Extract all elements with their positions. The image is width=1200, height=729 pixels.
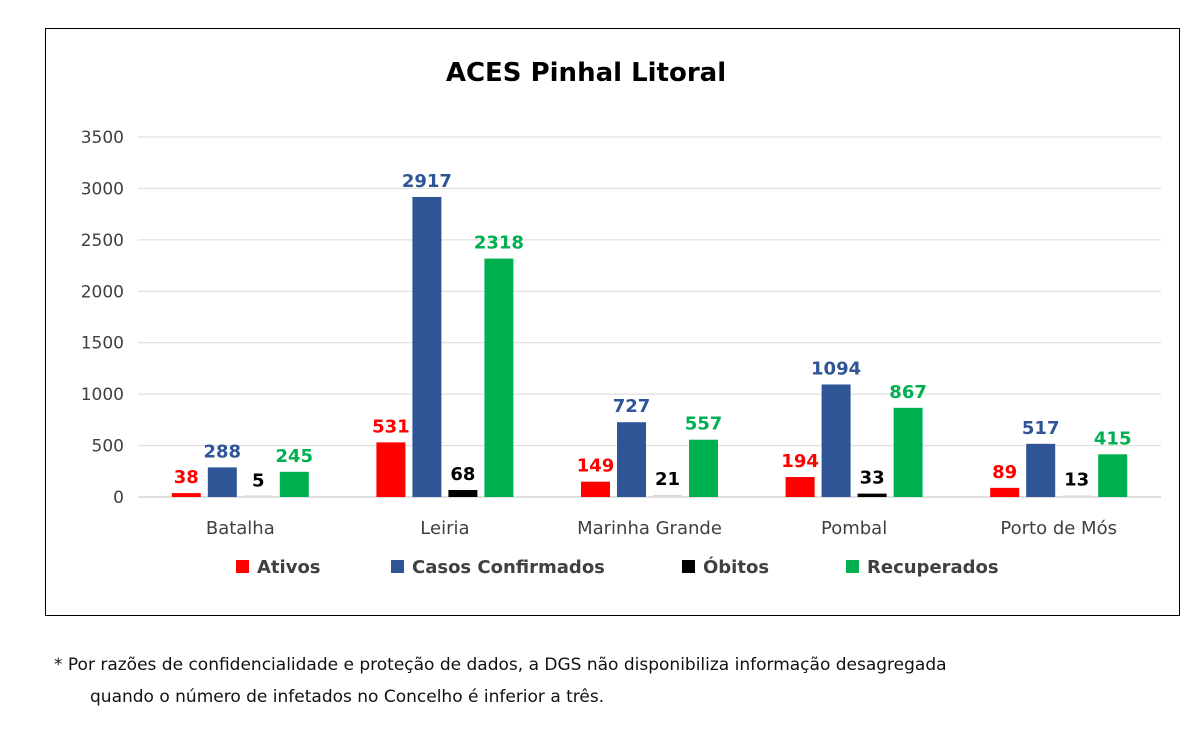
bar — [412, 196, 442, 498]
y-tick-label: 500 — [92, 437, 124, 457]
legend-swatch — [391, 560, 404, 573]
x-tick-label: Marinha Grande — [577, 518, 722, 539]
data-label: 557 — [685, 414, 723, 435]
bar — [171, 493, 201, 497]
bar — [279, 471, 309, 497]
legend-label: Ativos — [257, 557, 321, 578]
y-tick-label: 2500 — [81, 231, 124, 251]
legend-swatch — [846, 560, 859, 573]
legend-swatch — [236, 560, 249, 573]
footnote-line-1: * Por razões de confidencialidade e prot… — [54, 655, 947, 675]
data-label: 245 — [276, 446, 314, 467]
bar — [1098, 454, 1128, 497]
bar — [821, 384, 851, 497]
legend-label: Recuperados — [867, 557, 999, 578]
bar — [1062, 495, 1092, 497]
chart-frame: ACES Pinhal Litoral 0 500 1000 1500 2000 2500… — [45, 28, 1180, 616]
bar — [689, 439, 718, 497]
bar — [1026, 443, 1056, 497]
bar — [484, 258, 514, 497]
bar — [207, 467, 237, 497]
x-tick-label: Pombal — [821, 518, 887, 539]
data-label: 194 — [781, 451, 819, 472]
legend-label: Casos Confirmados — [412, 557, 605, 578]
data-label: 517 — [1022, 418, 1060, 439]
data-label: 2917 — [402, 171, 452, 192]
bars — [171, 196, 1128, 498]
y-tick-label: 1500 — [81, 334, 124, 354]
data-label: 288 — [204, 441, 242, 462]
bar — [857, 493, 887, 497]
y-axis-ticks: 0 500 1000 1500 2000 2500 3000 3500 — [81, 128, 124, 508]
data-label: 1094 — [811, 358, 861, 379]
chart-title: ACES Pinhal Litoral — [446, 58, 726, 88]
y-tick-label: 3000 — [81, 179, 124, 199]
bar — [376, 442, 406, 497]
data-label: 68 — [450, 464, 475, 485]
bar — [581, 481, 610, 497]
data-label: 727 — [613, 396, 651, 417]
data-label: 89 — [992, 462, 1017, 483]
y-tick-label: 2000 — [81, 282, 124, 302]
data-label: 149 — [577, 456, 615, 477]
bar — [617, 422, 646, 497]
legend-swatch — [682, 560, 695, 573]
data-label: 33 — [860, 468, 885, 489]
footnote-line-2: quando o número de infetados no Concelho… — [90, 687, 605, 707]
y-tick-label: 0 — [113, 488, 124, 508]
y-tick-label: 1000 — [81, 385, 124, 405]
bar — [653, 494, 682, 497]
x-tick-label: Batalha — [206, 518, 275, 539]
data-label: 5 — [252, 470, 265, 491]
x-axis-ticks: Batalha Leiria Marinha Grande Pombal Porto d… — [206, 518, 1117, 539]
bar-chart: ACES Pinhal Litoral 0 500 1000 1500 2000 2500… — [81, 58, 1161, 578]
legend: Ativos Casos Confirmados Óbitos Recuperados — [236, 556, 999, 578]
bar — [785, 477, 815, 497]
data-label: 38 — [174, 467, 199, 488]
y-tick-label: 3500 — [81, 128, 124, 148]
bar — [893, 407, 923, 497]
data-label: 2318 — [474, 233, 524, 254]
bar — [243, 495, 273, 497]
data-label: 867 — [889, 382, 927, 403]
data-label: 531 — [372, 416, 410, 437]
data-label: 13 — [1064, 470, 1089, 491]
data-label: 21 — [655, 469, 680, 490]
x-tick-label: Leiria — [420, 518, 469, 539]
data-label: 415 — [1094, 428, 1132, 449]
x-tick-label: Porto de Mós — [1000, 518, 1117, 539]
bar — [990, 487, 1020, 497]
gridlines — [138, 136, 1161, 498]
legend-label: Óbitos — [703, 556, 769, 578]
bar — [448, 490, 478, 497]
